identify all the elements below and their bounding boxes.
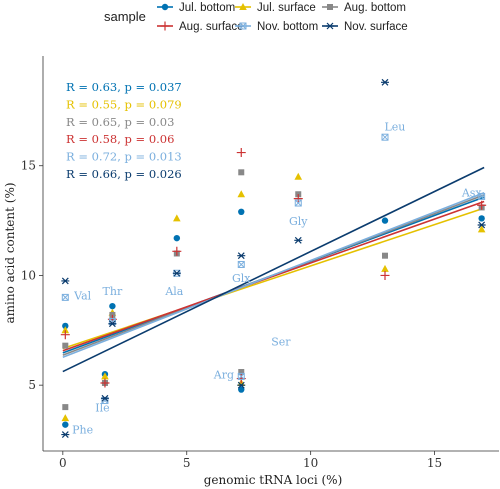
legend-label: Nov. bottom: [257, 21, 318, 33]
data-point: [173, 214, 181, 222]
data-point: [237, 381, 246, 389]
point-label: Ala: [164, 285, 183, 298]
correlation-annotation: R = 0.55, p = 0.079: [66, 97, 182, 111]
data-point: [238, 369, 245, 375]
data-point: [238, 169, 245, 176]
data-point: [238, 208, 245, 216]
legend-item: Nov. bottom: [235, 21, 318, 33]
legend-label: Jul. bottom: [179, 2, 235, 14]
y-tick-label: 10: [21, 268, 36, 282]
y-axis-label: amino acid content (%): [3, 182, 17, 323]
point-label: Ile: [95, 402, 109, 415]
data-point: [293, 194, 303, 204]
x-axis-label: genomic tRNA loci (%): [204, 473, 343, 487]
point-label: Val: [73, 290, 91, 303]
legend-marker: [239, 3, 247, 10]
point-label: Asx: [461, 186, 483, 199]
point-label: Glx: [232, 272, 251, 285]
data-point: [381, 78, 389, 86]
data-point: [62, 342, 69, 349]
data-point: [236, 148, 246, 158]
data-point: [108, 320, 117, 328]
x-tick-label: 10: [303, 456, 318, 470]
data-point: [100, 394, 109, 402]
data-point: [381, 133, 389, 141]
data-point: [61, 293, 69, 301]
data-point: [61, 414, 70, 422]
data-point: [238, 386, 245, 393]
x-tick-label: 15: [427, 456, 442, 470]
data-point: [61, 277, 70, 285]
legend-label: Aug. surface: [179, 21, 244, 33]
data-point: [477, 225, 486, 233]
fit-line: [62, 166, 485, 373]
legend-label: Nov. surface: [344, 21, 408, 33]
legend-marker: [239, 22, 247, 30]
data-point: [237, 260, 245, 268]
data-point: [61, 326, 70, 334]
point-label: Gly: [289, 215, 308, 228]
data-point: [237, 252, 246, 260]
data-point: [62, 421, 69, 428]
data-point: [61, 431, 70, 438]
x-tick-label: 5: [183, 456, 191, 470]
correlation-annotation: R = 0.72, p = 0.013: [66, 150, 182, 164]
data-point: [381, 264, 389, 272]
x-tick-label: 0: [59, 456, 67, 470]
legend: sample Jul. bottom Jul. surface Aug. bottom…: [104, 2, 408, 33]
fit-line: [62, 207, 485, 350]
data-point: [172, 246, 182, 256]
data-point: [477, 221, 486, 229]
data-point: [294, 199, 302, 207]
legend-marker: [161, 3, 169, 11]
data-point: [380, 270, 390, 280]
point-label: Thr: [103, 285, 123, 298]
data-point: [382, 252, 388, 259]
legend-label: Jul. surface: [257, 2, 316, 14]
legend-marker: [326, 22, 334, 30]
data-point: [294, 236, 303, 244]
data-point: [60, 330, 70, 340]
legend-item: Aug. surface: [157, 21, 244, 33]
legend-marker: [327, 4, 333, 10]
legend-label: Aug. bottom: [344, 2, 406, 14]
point-label: Arg: [213, 369, 234, 382]
legend-item: Aug. bottom: [322, 2, 406, 14]
legend-item: Jul. surface: [235, 2, 316, 14]
fit-line: [62, 191, 485, 359]
fit-line: [62, 200, 485, 352]
data-point: [101, 372, 109, 380]
point-label: Leu: [384, 121, 405, 134]
correlation-annotation: R = 0.66, p = 0.026: [66, 167, 182, 181]
legend-title: sample: [104, 9, 146, 24]
legend-item: Jul. bottom: [157, 2, 235, 14]
correlation-annotation: R = 0.63, p = 0.037: [66, 80, 182, 94]
point-label: Ser: [271, 336, 291, 349]
data-point: [62, 404, 69, 411]
legend-item: Nov. surface: [322, 21, 408, 33]
data-point: [100, 378, 110, 388]
data-point: [173, 234, 181, 242]
data-point: [62, 322, 69, 330]
y-tick-label: 15: [21, 159, 36, 173]
data-point: [237, 190, 246, 198]
data-point: [477, 200, 487, 210]
correlation-annotation: R = 0.65, p = 0.03: [66, 115, 174, 129]
data-point: [478, 192, 486, 200]
data-point: [381, 217, 389, 224]
data-point: [172, 269, 181, 277]
data-point: [294, 172, 303, 180]
y-tick-label: 5: [28, 378, 36, 392]
legend-marker: [160, 21, 170, 31]
correlation-annotation: R = 0.58, p = 0.06: [66, 132, 174, 146]
data-point: [237, 372, 245, 380]
point-label: Phe: [72, 423, 93, 436]
data-point: [478, 215, 485, 222]
data-point: [109, 302, 116, 310]
